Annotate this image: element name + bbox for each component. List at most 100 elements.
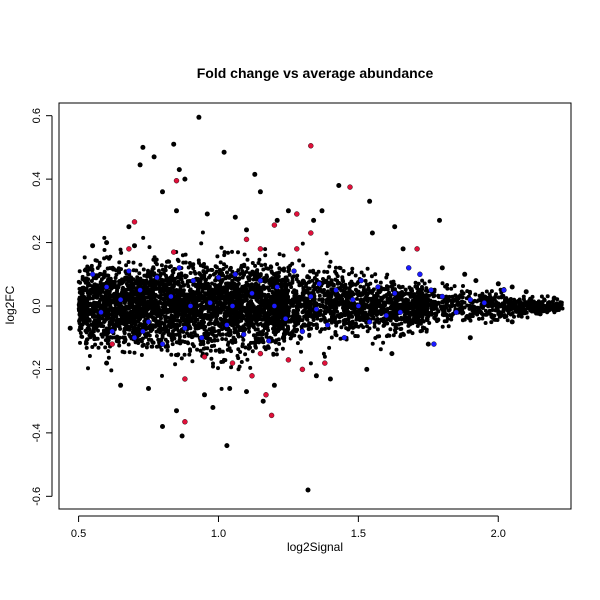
cloud-point: [179, 309, 184, 314]
cloud-point: [189, 292, 194, 297]
cloud-point: [227, 307, 232, 311]
cloud-point: [96, 290, 101, 295]
cloud-point: [115, 334, 120, 339]
cloud-point: [377, 320, 381, 325]
cloud-point: [241, 337, 246, 342]
cloud-point: [201, 269, 206, 274]
cloud-point: [134, 308, 139, 313]
cloud-point: [411, 316, 416, 321]
cloud-point: [287, 332, 292, 337]
cloud-point: [101, 282, 106, 287]
cloud-point: [272, 312, 277, 317]
cloud-point: [208, 348, 213, 353]
cloud-point: [93, 258, 98, 263]
cloud-point: [262, 307, 267, 312]
cloud-point: [341, 269, 346, 273]
cloud-point: [218, 260, 223, 265]
cloud-point: [239, 318, 244, 323]
cloud-point: [339, 325, 344, 330]
cloud-point: [467, 303, 472, 308]
cloud-point: [327, 345, 332, 350]
cloud-point: [161, 321, 166, 326]
cloud-point: [129, 304, 134, 309]
cloud-point: [367, 326, 372, 331]
cloud-point: [141, 304, 146, 309]
cloud-point: [297, 302, 302, 307]
cloud-point: [198, 315, 203, 319]
cloud-point: [104, 255, 109, 260]
cloud-point: [208, 289, 213, 294]
cloud-point: [103, 291, 108, 296]
cloud-point: [420, 278, 425, 283]
cloud-point: [102, 295, 107, 300]
cloud-point: [217, 322, 222, 327]
cloud-point: [247, 329, 252, 334]
cloud-point: [167, 309, 171, 314]
cloud-point: [205, 335, 210, 340]
cloud-point: [462, 300, 467, 305]
cloud-point: [220, 349, 225, 354]
cloud-point: [531, 299, 536, 304]
cloud-point: [121, 279, 126, 284]
cloud-point: [403, 287, 408, 292]
cloud-point: [120, 349, 125, 354]
cloud-point: [333, 265, 338, 270]
cloud-point: [91, 324, 96, 329]
cloud-point: [195, 347, 200, 352]
cloud-point: [383, 303, 387, 308]
cloud-point: [319, 327, 324, 332]
cloud-point: [190, 359, 195, 364]
cloud-point: [200, 230, 205, 235]
cloud-point: [114, 314, 119, 319]
cloud-point: [154, 334, 159, 338]
cloud-point: [528, 308, 533, 313]
cloud-point: [224, 337, 228, 342]
cloud-point: [236, 347, 241, 352]
cloud-point: [78, 340, 82, 345]
cloud-point: [444, 302, 449, 307]
cloud-point: [498, 310, 503, 315]
cloud-point: [242, 262, 247, 267]
cloud-point: [257, 286, 262, 291]
cloud-point: [396, 291, 401, 296]
cloud-point: [501, 308, 506, 313]
cloud-point: [94, 324, 99, 329]
dense-point-cloud: [76, 230, 565, 391]
cloud-point: [108, 276, 113, 281]
cloud-point: [201, 342, 206, 346]
cloud-point: [147, 245, 152, 250]
cloud-point: [102, 269, 107, 274]
cloud-point: [416, 316, 420, 321]
cloud-point: [215, 296, 219, 301]
cloud-point: [283, 309, 287, 313]
cloud-point: [236, 268, 241, 273]
cloud-point: [302, 279, 307, 284]
cloud-point: [169, 276, 173, 280]
cloud-point: [99, 324, 104, 328]
cloud-point: [152, 271, 157, 276]
cloud-point: [229, 365, 234, 370]
cloud-point: [218, 282, 223, 287]
cloud-point: [264, 273, 269, 278]
cloud-point: [304, 296, 309, 301]
cloud-point: [317, 297, 322, 302]
cloud-point: [280, 346, 285, 351]
cloud-point: [338, 266, 343, 271]
cloud-point: [349, 322, 354, 327]
cloud-point: [272, 330, 277, 335]
cloud-point: [111, 285, 116, 290]
cloud-point: [114, 272, 119, 277]
cloud-point: [202, 313, 207, 317]
cloud-point: [80, 274, 85, 279]
cloud-point: [245, 357, 250, 362]
cloud-point: [297, 258, 302, 263]
cloud-point: [139, 353, 144, 357]
cloud-point: [280, 325, 285, 330]
cloud-point: [156, 268, 161, 273]
cloud-point: [202, 320, 206, 325]
cloud-point: [251, 322, 256, 327]
cloud-point: [391, 302, 396, 307]
cloud-point: [101, 275, 106, 280]
cloud-point: [123, 326, 128, 331]
cloud-point: [206, 268, 211, 273]
